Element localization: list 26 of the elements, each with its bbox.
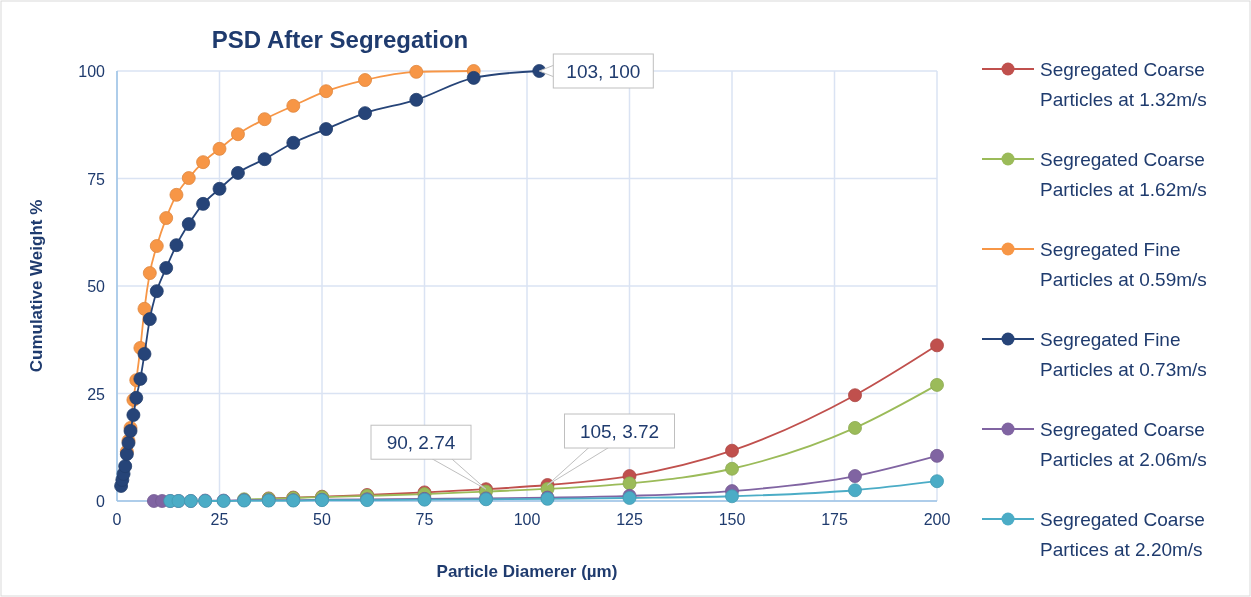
annotation: 90, 2.74	[386, 432, 456, 454]
x-tick-label: 50	[313, 511, 331, 528]
y-tick-label: 0	[96, 493, 106, 510]
x-axis-title: Particle Diamerer (µm)	[436, 562, 618, 581]
legend-label: Segregated Coarse Particles at 2.06m/s	[1040, 419, 1207, 470]
y-tick-label: 50	[87, 278, 106, 295]
x-tick-label: 25	[210, 511, 229, 528]
x-tick-label: 125	[616, 511, 643, 528]
x-tick-label: 150	[718, 511, 746, 528]
legend-label: Segregated Fine Particles at 0.73m/s	[1040, 329, 1207, 380]
x-tick-label: 0	[112, 511, 122, 528]
x-tick-label: 200	[923, 511, 951, 528]
x-tick-label: 75	[415, 511, 434, 528]
legend-label: Segregated Coarse Particles at 1.32m/s	[1040, 59, 1207, 110]
legend-label: Segregated Coarse Partices at 2.20m/s	[1040, 509, 1205, 560]
x-tick-label: 175	[821, 511, 848, 528]
annotation: 105, 3.72	[579, 421, 660, 442]
y-tick-label: 75	[87, 170, 106, 188]
y-axis-title: Cumulative Weight %	[27, 199, 46, 373]
x-tick-label: 100	[513, 511, 541, 528]
legend-label: Segregated Fine Particles at 0.59m/s	[1040, 239, 1207, 290]
legend-label: Segregated Coarse Particles at 1.62m/s	[1040, 149, 1207, 200]
annotation: 103, 100	[566, 61, 641, 82]
y-tick-label: 100	[78, 63, 106, 80]
y-tick-label: 25	[87, 385, 106, 403]
chart-title: PSD After Segregation	[211, 26, 469, 53]
